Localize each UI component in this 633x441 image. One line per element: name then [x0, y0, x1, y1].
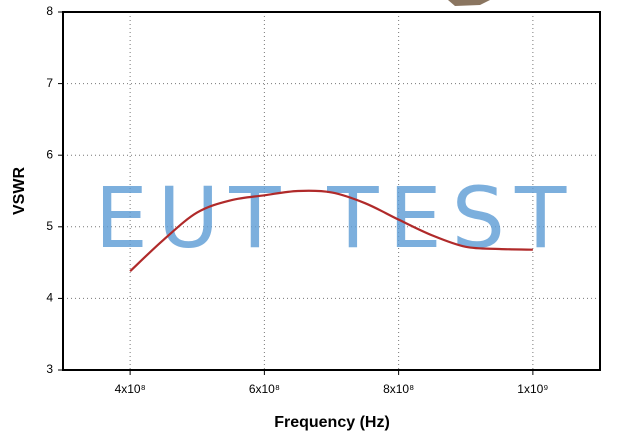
y-tick-label: 6 [46, 147, 53, 161]
y-tick-label: 7 [46, 76, 53, 90]
x-tick-label: 1x10⁹ [517, 382, 548, 396]
data-line [129, 189, 533, 272]
x-tick-label: 4x10⁸ [115, 382, 146, 396]
y-tick-label: 8 [46, 4, 53, 18]
y-tick-label: 5 [46, 219, 53, 233]
x-axis-title: Frequency (Hz) [274, 414, 390, 431]
y-tick-label: 3 [46, 362, 53, 376]
plot-frame [62, 11, 601, 371]
image-fragment [448, 0, 490, 6]
x-tick-label: 6x10⁸ [249, 382, 280, 396]
y-tick-label: 4 [46, 291, 53, 305]
x-tick-label: 8x10⁸ [383, 382, 414, 396]
y-axis-title: VSWR [11, 167, 28, 215]
watermark: EUT TEST [95, 169, 577, 267]
